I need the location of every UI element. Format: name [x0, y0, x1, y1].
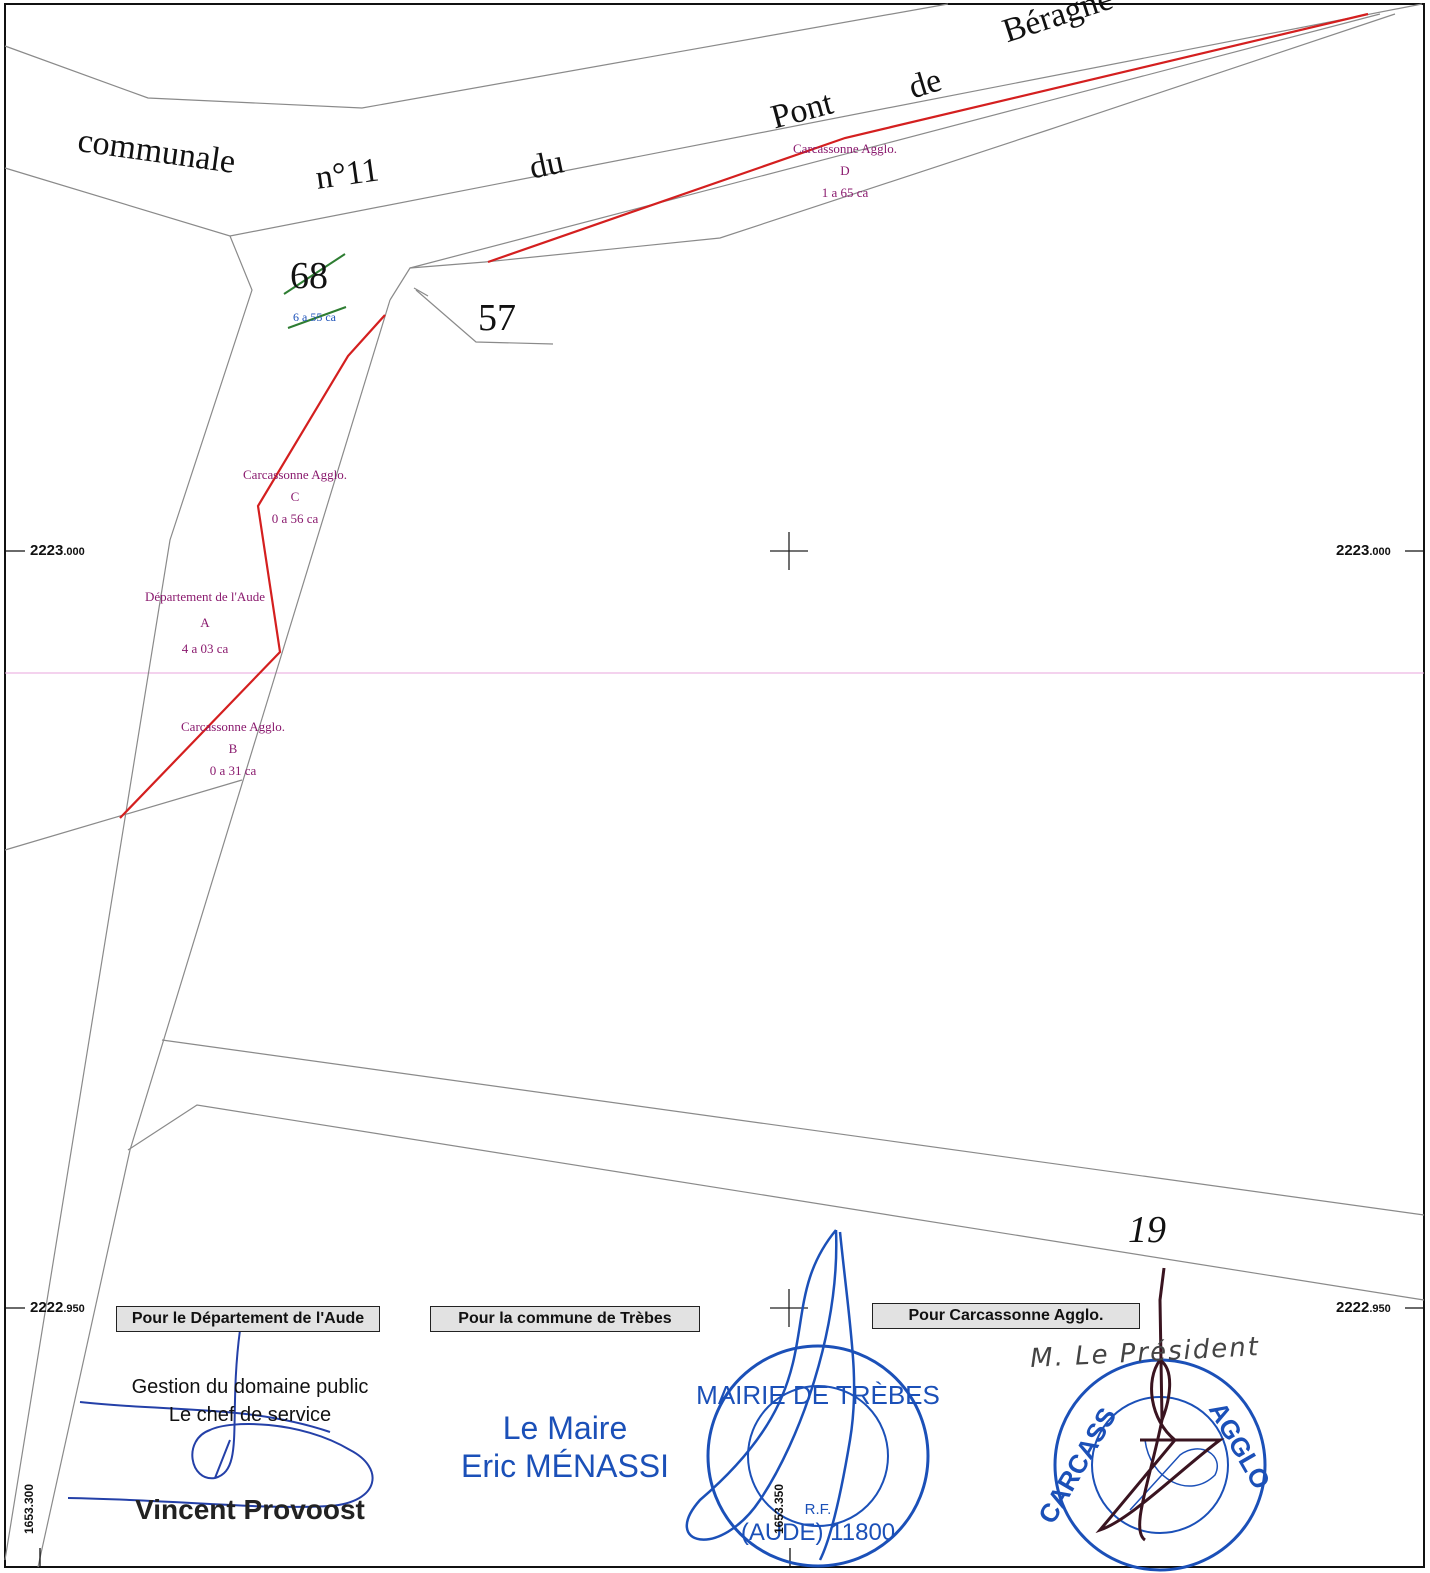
coord-ticks	[5, 550, 1424, 1567]
parcel-19-number: 19	[1128, 1209, 1166, 1251]
lot-a-area: 4 a 03 ca	[181, 641, 229, 656]
strike-68-area	[287, 306, 347, 329]
coord-y2-left: 2222.950	[30, 1299, 85, 1316]
lot-a-label: Département de l'Aude A 4 a 03 ca	[140, 584, 270, 662]
coord-x2: 1653.350	[772, 1483, 787, 1535]
lot-c-letter: C	[290, 489, 300, 504]
stamp-commune: MAIRIE DE TRÈBES (AUDE) 11800 R.F.	[685, 1229, 940, 1568]
coord-y1-left: 2223.000	[30, 542, 85, 559]
commune-mayor-title: Le Maire	[502, 1410, 628, 1446]
lot-b-area: 0 a 31 ca	[209, 763, 257, 778]
lot-c-label: Carcassonne Agglo. C 0 a 56 ca	[240, 464, 350, 530]
coord-y1-right: 2223.000	[1336, 542, 1391, 559]
sign-box-departement: Pour le Département de l'Aude	[116, 1306, 380, 1332]
coord-x1: 1653.300	[22, 1483, 37, 1535]
map-frame	[4, 3, 1425, 1568]
lot-d-owner: Carcassonne Agglo.	[793, 141, 897, 156]
coord-y2-right: 2222.950	[1336, 1299, 1391, 1316]
lot-a-owner: Département de l'Aude	[144, 589, 265, 604]
parcel-57-number: 57	[478, 297, 516, 339]
grid-cross	[770, 532, 808, 1327]
lot-b-owner: Carcassonne Agglo.	[181, 719, 285, 734]
lot-c-area: 0 a 56 ca	[271, 511, 319, 526]
parcel-68-area: 6 a 55 ca	[293, 310, 336, 324]
stamp-commune-ring: MAIRIE DE TRÈBES	[696, 1380, 940, 1410]
parcel-68-number: 68	[290, 255, 328, 297]
departement-signatory-name: Vincent Provoost	[135, 1494, 365, 1525]
new-boundary-line	[119, 314, 386, 819]
lot-d-area: 1 a 65 ca	[821, 185, 869, 200]
strike-68	[283, 253, 346, 295]
stamp-commune-center: R.F.	[805, 1501, 832, 1518]
commune-mayor-name: Eric MÉNASSI	[460, 1448, 670, 1484]
departement-service-line1: Gestion du domaine public	[131, 1376, 369, 1398]
departement-service-line2: Le chef de service	[168, 1404, 332, 1426]
sign-box-commune: Pour la commune de Trèbes	[430, 1306, 700, 1332]
lot-b-letter: B	[228, 741, 238, 756]
lot-d-label: Carcassonne Agglo. D 1 a 65 ca	[790, 138, 900, 204]
signature-departement	[67, 1329, 374, 1508]
sign-box-agglo: Pour Carcassonne Agglo.	[872, 1303, 1140, 1329]
lot-a-letter: A	[200, 615, 210, 630]
lot-b-label: Carcassonne Agglo. B 0 a 31 ca	[178, 716, 288, 782]
lot-d-letter: D	[840, 163, 850, 178]
lot-c-owner: Carcassonne Agglo.	[243, 467, 347, 482]
parcel-boundaries	[4, 3, 1425, 1568]
signature-agglo	[1095, 1267, 1225, 1542]
new-boundary-line-north	[487, 12, 1369, 264]
stamp-commune-bottom: (AUDE) 11800	[741, 1519, 895, 1546]
